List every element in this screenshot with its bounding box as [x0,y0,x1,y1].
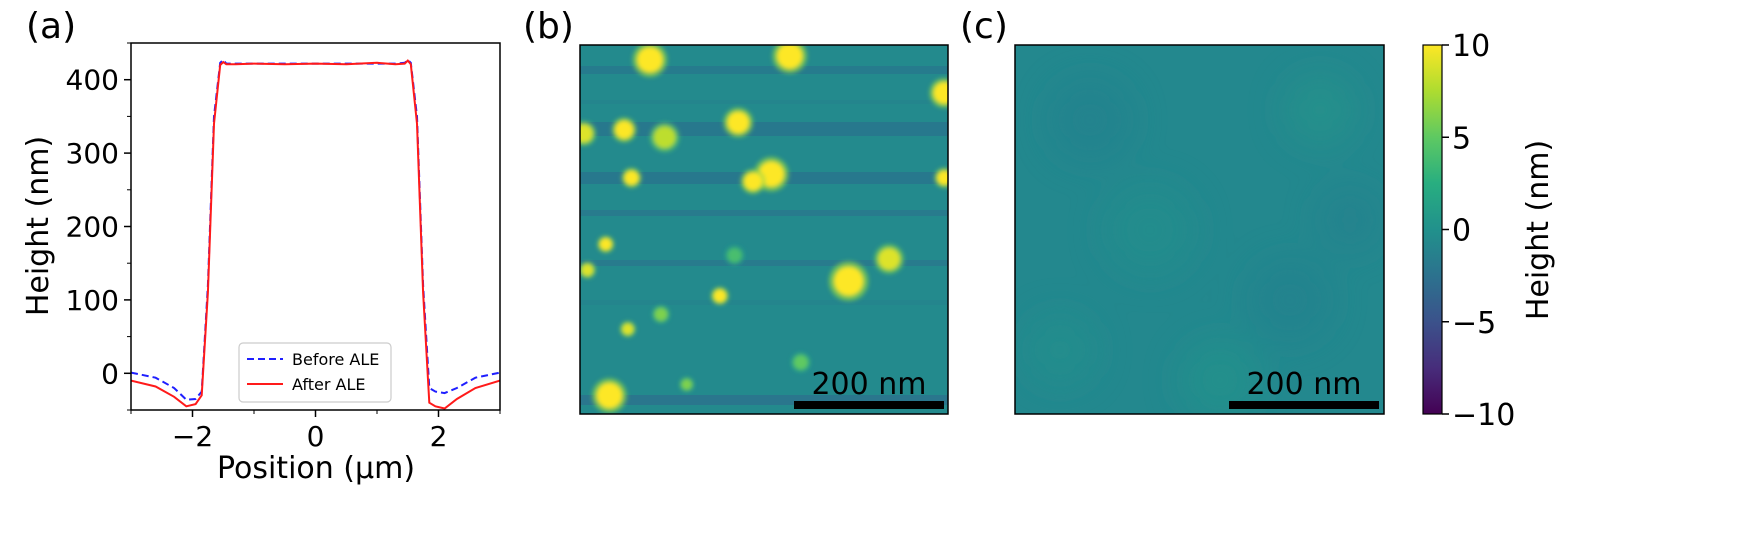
particle [621,323,634,336]
x-axis-label: Position (μm) [217,451,415,486]
colorbar-tick-label: 5 [1452,121,1471,156]
scale-bar [1229,401,1379,409]
afm-image-before: 200 nm [579,44,949,415]
legend-box [238,342,392,403]
x-tick-label: 2 [430,420,448,453]
image-frame [579,44,949,415]
colorbar: 10 5 0 −5 −10 Height (nm) [1422,29,1556,433]
colorbar-tick-label: 10 [1452,29,1490,64]
particle [653,126,676,149]
particle [596,382,623,409]
afm-surface-texture [1025,75,1380,414]
particle [624,170,639,186]
particle [681,378,693,391]
afm-particles [580,45,948,413]
panel-label-b: (b) [523,6,574,47]
plot-frame [130,42,501,411]
particle [776,45,803,69]
panel-label-c: (c) [960,6,1008,47]
particle [793,354,809,370]
x-tick-label: −2 [172,420,213,453]
particle [637,46,663,73]
y-tick-label: 200 [66,211,119,244]
particle [933,81,948,105]
scale-bar [794,401,944,409]
colorbar-ticks: 10 5 0 −5 −10 [1442,29,1515,433]
legend: Before ALE After ALE [238,342,392,403]
colorbar-tick-label: −10 [1452,398,1515,433]
particle [580,124,593,143]
particle [654,307,668,321]
panel-label-a: (a) [26,6,76,47]
colorbar-tick-label: −5 [1452,306,1496,341]
legend-label-before-ale: Before ALE [292,350,379,369]
y-tick-label: 300 [66,137,119,170]
y-axis-label: Height (nm) [21,136,56,316]
particle [727,111,750,134]
particle [581,263,594,277]
afm-image-after: 200 nm [1014,44,1385,415]
scale-bar-label: 200 nm [1246,367,1361,402]
particle [833,266,864,296]
particle [599,238,613,251]
image-frame [1014,44,1385,415]
y-tick-label: 400 [66,64,119,97]
legend-label-after-ale: After ALE [292,375,365,394]
series-line-after-ale [131,59,500,410]
particle [727,247,742,263]
scale-bar-label: 200 nm [811,367,926,402]
x-tick-label: 0 [307,420,325,453]
particle [936,170,948,186]
colorbar-gradient [1422,44,1443,415]
colorbar-label: Height (nm) [1521,140,1556,320]
particle [878,247,901,271]
axis-ticks: −2 0 2 0 100 200 300 400 [66,64,448,453]
particle [713,289,727,303]
line-chart-panel: −2 0 2 0 100 200 300 400 Position (μm) Height (… [21,42,501,486]
y-tick-label: 100 [66,284,119,317]
colorbar-tick-label: 0 [1452,214,1471,249]
particle [614,120,634,140]
particle [743,172,763,191]
afm-background [580,45,948,414]
y-tick-label: 0 [101,357,119,390]
